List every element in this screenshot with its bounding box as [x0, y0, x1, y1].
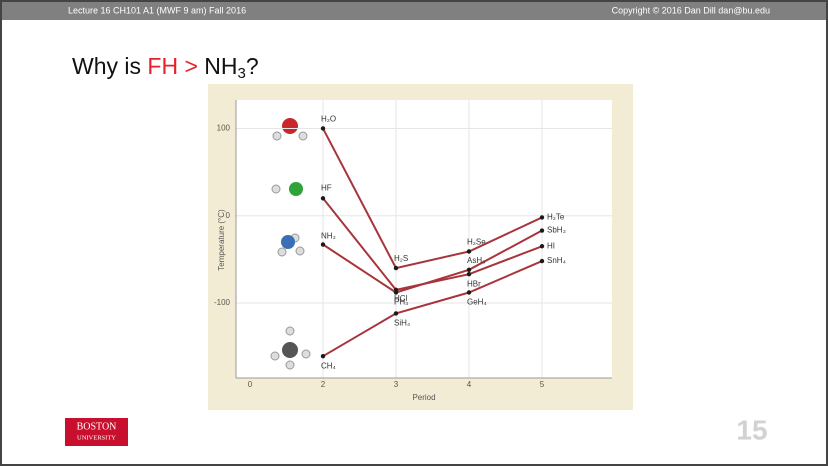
header-bar — [2, 2, 826, 20]
x-tick-label: 5 — [540, 380, 545, 389]
x-axis-label: Period — [412, 393, 435, 402]
point-label: SnH₄ — [547, 256, 566, 265]
atom — [295, 246, 305, 256]
x-tick-label: 0 — [248, 380, 253, 389]
header-right: Copyright © 2016 Dan Dill dan@bu.edu — [612, 5, 770, 15]
point-label: CH₄ — [321, 361, 336, 370]
atom — [285, 326, 295, 336]
series-line — [322, 229, 543, 294]
molecule-icons — [270, 118, 311, 370]
point-label: H₂O — [321, 115, 336, 124]
title-text: ? — [246, 53, 259, 79]
point-label: H₂Se — [467, 238, 486, 247]
atom — [270, 351, 280, 361]
title-text: Why is — [72, 53, 147, 79]
x-tick-label: 4 — [467, 380, 472, 389]
data-point — [466, 267, 472, 273]
point-label: HF — [321, 183, 332, 192]
point-label: HBr — [467, 279, 481, 288]
atom — [282, 118, 298, 134]
data-point — [393, 311, 399, 316]
point-label: SiH₄ — [394, 319, 410, 328]
logo-text: UNIVERSITY — [77, 434, 116, 441]
y-tick-label: -100 — [214, 298, 231, 307]
title-subscript: 3 — [238, 65, 246, 82]
data-point — [393, 265, 399, 271]
data-point — [466, 271, 472, 277]
slide-title: Why is FH > NH3? — [72, 53, 259, 82]
y-tick-label: 100 — [217, 124, 231, 133]
point-label: HI — [547, 241, 555, 250]
point-label: HCl — [394, 294, 408, 303]
data-point — [539, 258, 545, 264]
atom — [271, 184, 281, 194]
point-label: H₂Te — [547, 213, 565, 222]
atom — [281, 235, 295, 249]
atom — [301, 349, 311, 359]
data-point — [539, 228, 545, 233]
point-label: PH₃ — [394, 298, 408, 307]
atom — [298, 131, 308, 141]
data-point — [466, 249, 472, 254]
x-tick-label: 3 — [394, 380, 399, 389]
point-label: SbH₃ — [547, 226, 566, 235]
data-point — [320, 353, 326, 359]
title-text: FH > — [147, 53, 197, 79]
data-point — [539, 215, 545, 220]
data-point — [320, 126, 326, 131]
series-line — [322, 128, 543, 270]
atom — [289, 182, 303, 196]
atom — [272, 131, 282, 141]
page-number: 15 — [736, 414, 767, 445]
y-axis-label: Temperature (°C) — [217, 209, 226, 271]
atom — [282, 342, 298, 358]
data-point — [539, 244, 545, 249]
point-label: NH₃ — [321, 232, 336, 241]
x-tick-label: 2 — [321, 380, 326, 389]
header-left: Lecture 16 CH101 A1 (MWF 9 am) Fall 2016 — [68, 5, 246, 15]
title-text: NH — [198, 53, 238, 79]
data-point — [320, 242, 326, 247]
atom — [285, 360, 295, 370]
logo-text: BOSTON — [77, 421, 117, 432]
point-label: AsH₃ — [467, 256, 485, 265]
data-point — [320, 196, 326, 201]
series-line — [322, 260, 543, 358]
data-point — [393, 290, 399, 295]
logo — [65, 418, 128, 446]
y-tick-label: 0 — [226, 211, 231, 220]
atom — [277, 247, 287, 257]
point-label: H₂S — [394, 254, 408, 263]
point-label: GeH₄ — [467, 298, 487, 307]
data-point — [466, 290, 472, 295]
